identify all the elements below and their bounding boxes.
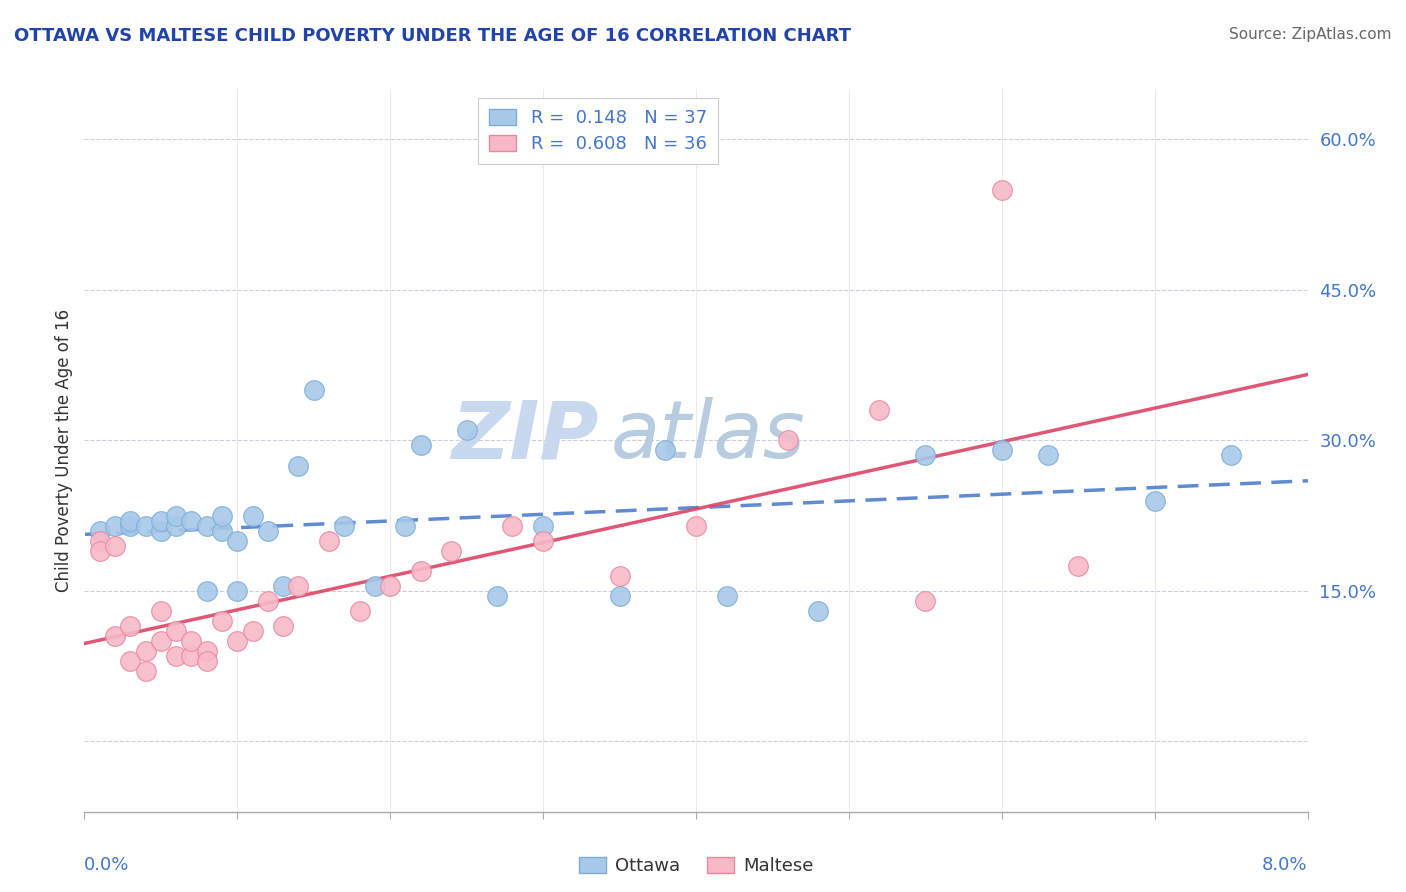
Text: 0.0%: 0.0% (84, 856, 129, 874)
Point (685, 518, 707, 533)
Point (271, 619, 294, 633)
Point (195, 644, 218, 658)
Point (807, 604, 830, 618)
Point (149, 524, 172, 538)
Point (180, 514, 202, 528)
Point (242, 508, 264, 523)
Point (135, 664, 157, 679)
Point (180, 634, 202, 648)
Point (333, 518, 356, 533)
Point (380, 579, 402, 593)
Text: Source: ZipAtlas.com: Source: ZipAtlas.com (1229, 27, 1392, 42)
Point (104, 539, 127, 553)
Legend: Ottawa, Maltese: Ottawa, Maltese (571, 849, 821, 882)
Point (89, 524, 111, 538)
Point (165, 624, 187, 639)
Point (302, 384, 325, 398)
Point (869, 403, 891, 417)
Text: ZIP: ZIP (451, 397, 598, 475)
Point (502, 518, 524, 533)
Point (531, 533, 554, 548)
Point (165, 508, 187, 523)
Point (609, 589, 631, 603)
Point (104, 629, 127, 643)
Point (991, 443, 1014, 458)
Point (318, 533, 340, 548)
Point (120, 654, 142, 668)
Point (195, 518, 218, 533)
Point (287, 579, 309, 593)
Point (287, 458, 309, 473)
Text: OTTAWA VS MALTESE CHILD POVERTY UNDER THE AGE OF 16 CORRELATION CHART: OTTAWA VS MALTESE CHILD POVERTY UNDER TH… (14, 27, 851, 45)
Point (409, 438, 432, 452)
Point (271, 579, 294, 593)
Point (149, 634, 172, 648)
Text: atlas: atlas (610, 397, 806, 475)
Point (440, 543, 463, 558)
Point (349, 604, 371, 618)
Point (486, 589, 509, 603)
Point (226, 533, 249, 548)
Point (195, 584, 218, 599)
Point (149, 604, 172, 618)
Point (991, 182, 1014, 196)
Point (409, 564, 432, 578)
Text: 8.0%: 8.0% (1263, 856, 1308, 874)
Point (776, 434, 799, 448)
Point (1220, 449, 1243, 463)
Point (120, 514, 142, 528)
Point (1143, 493, 1166, 508)
Point (654, 443, 676, 458)
Point (135, 644, 157, 658)
Point (242, 624, 264, 639)
Point (165, 649, 187, 664)
Point (180, 649, 202, 664)
Point (165, 518, 187, 533)
Point (195, 654, 218, 668)
Point (914, 594, 936, 608)
Point (89, 543, 111, 558)
Point (364, 579, 387, 593)
Point (456, 424, 478, 438)
Y-axis label: Child Poverty Under the Age of 16: Child Poverty Under the Age of 16 (55, 309, 73, 592)
Point (120, 518, 142, 533)
Point (211, 524, 233, 538)
Point (394, 518, 416, 533)
Point (149, 514, 172, 528)
Point (120, 619, 142, 633)
Point (104, 518, 127, 533)
Point (257, 524, 280, 538)
Point (211, 614, 233, 628)
Point (1067, 558, 1090, 573)
Point (135, 518, 157, 533)
Point (1036, 449, 1059, 463)
Point (609, 569, 631, 583)
Point (531, 518, 554, 533)
Point (226, 634, 249, 648)
Point (257, 594, 280, 608)
Point (914, 449, 936, 463)
Point (211, 508, 233, 523)
Point (89, 533, 111, 548)
Point (716, 589, 738, 603)
Point (226, 584, 249, 599)
